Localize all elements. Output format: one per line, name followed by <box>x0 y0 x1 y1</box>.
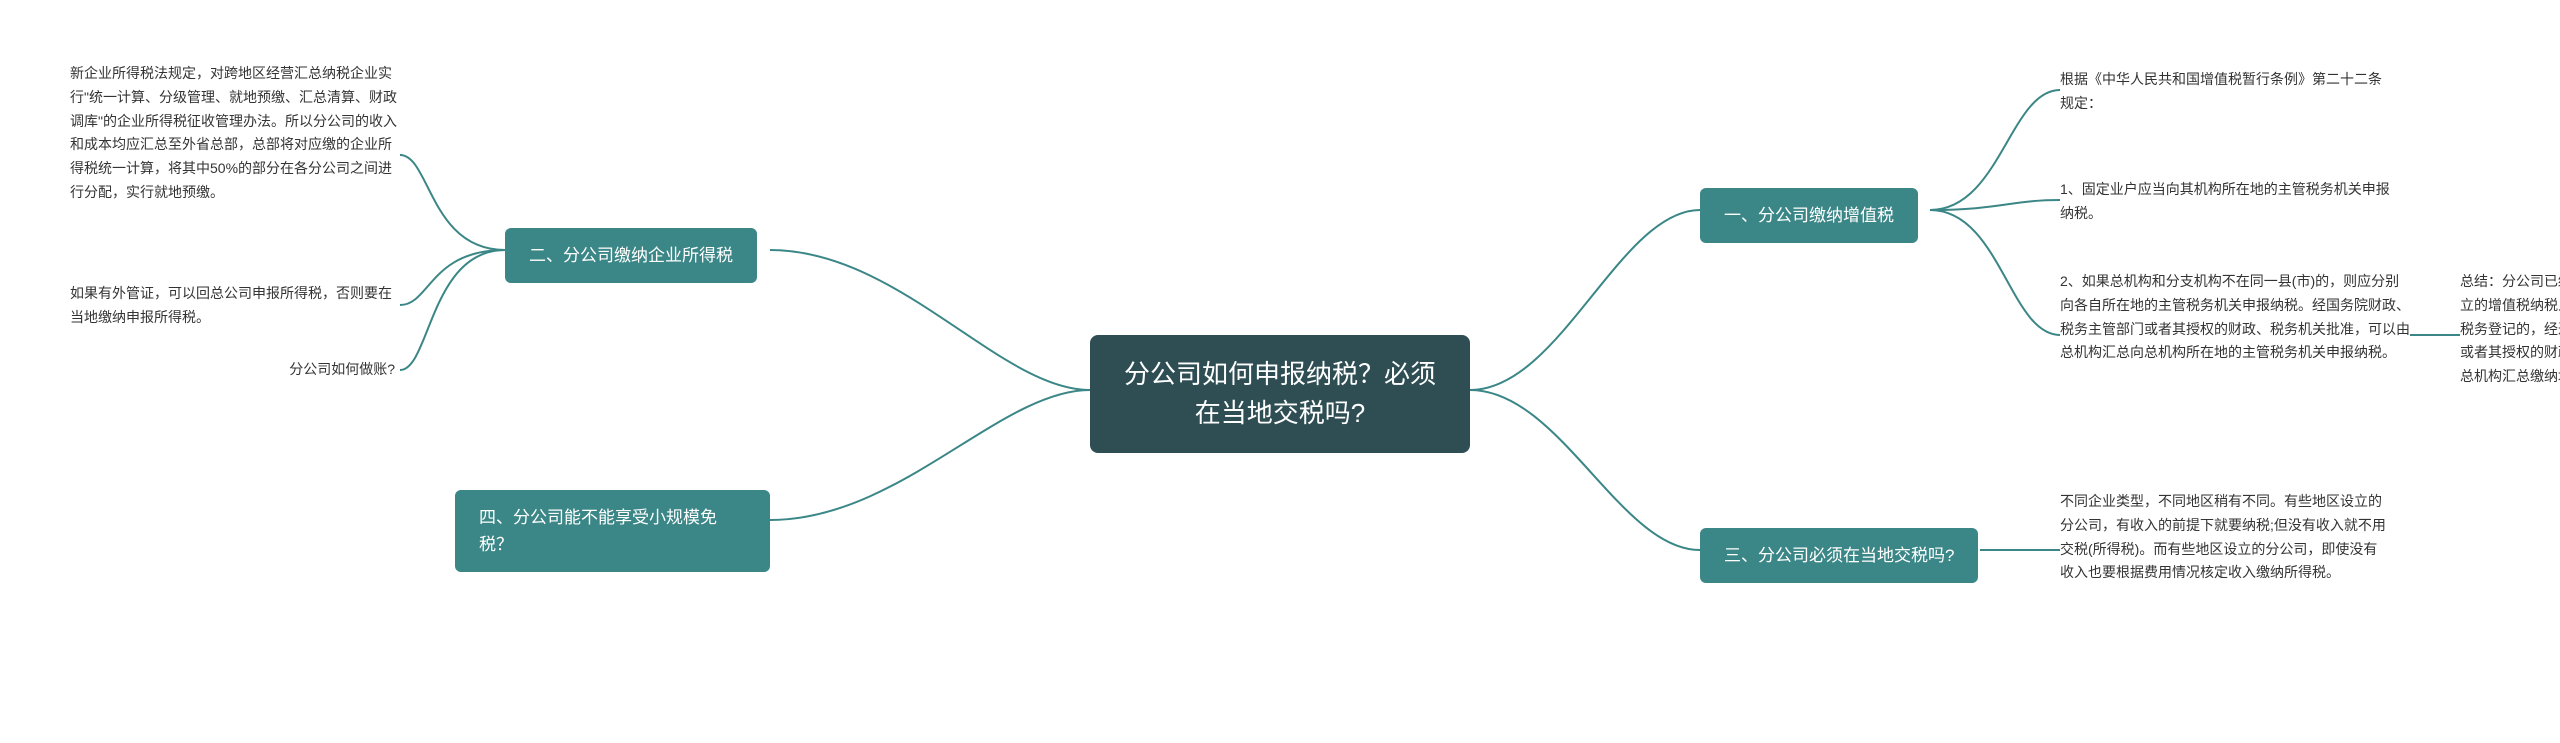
leaf-left-0-1: 如果有外管证，可以回总公司申报所得税，否则要在当地缴纳申报所得税。 <box>70 282 400 330</box>
root-node: 分公司如何申报纳税？必须在当地交税吗? <box>1090 335 1470 453</box>
leaf-right-0-2-0: 总结：分公司已经办理了税务登记，则作为独立的增值税纳税人，应单独申报纳税;未办理… <box>2460 270 2560 389</box>
leaf-right-0-2: 2、如果总机构和分支机构不在同一县(市)的，则应分别向各自所在地的主管税务机关申… <box>2060 270 2410 365</box>
leaf-left-0-0: 新企业所得税法规定，对跨地区经营汇总纳税企业实行"统一计算、分级管理、就地预缴、… <box>70 62 400 205</box>
leaf-left-0-2: 分公司如何做账? <box>255 358 395 382</box>
branch-right-0: 一、分公司缴纳增值税 <box>1700 188 1918 243</box>
branch-left-0: 二、分公司缴纳企业所得税 <box>505 228 757 283</box>
branch-left-1: 四、分公司能不能享受小规模免税？ <box>455 490 770 572</box>
branch-right-1: 三、分公司必须在当地交税吗? <box>1700 528 1978 583</box>
leaf-right-0-1: 1、固定业户应当向其机构所在地的主管税务机关申报纳税。 <box>2060 178 2390 226</box>
leaf-right-1-0: 不同企业类型，不同地区稍有不同。有些地区设立的分公司，有收入的前提下就要纳税;但… <box>2060 490 2390 585</box>
leaf-right-0-0: 根据《中华人民共和国增值税暂行条例》第二十二条规定： <box>2060 68 2390 116</box>
